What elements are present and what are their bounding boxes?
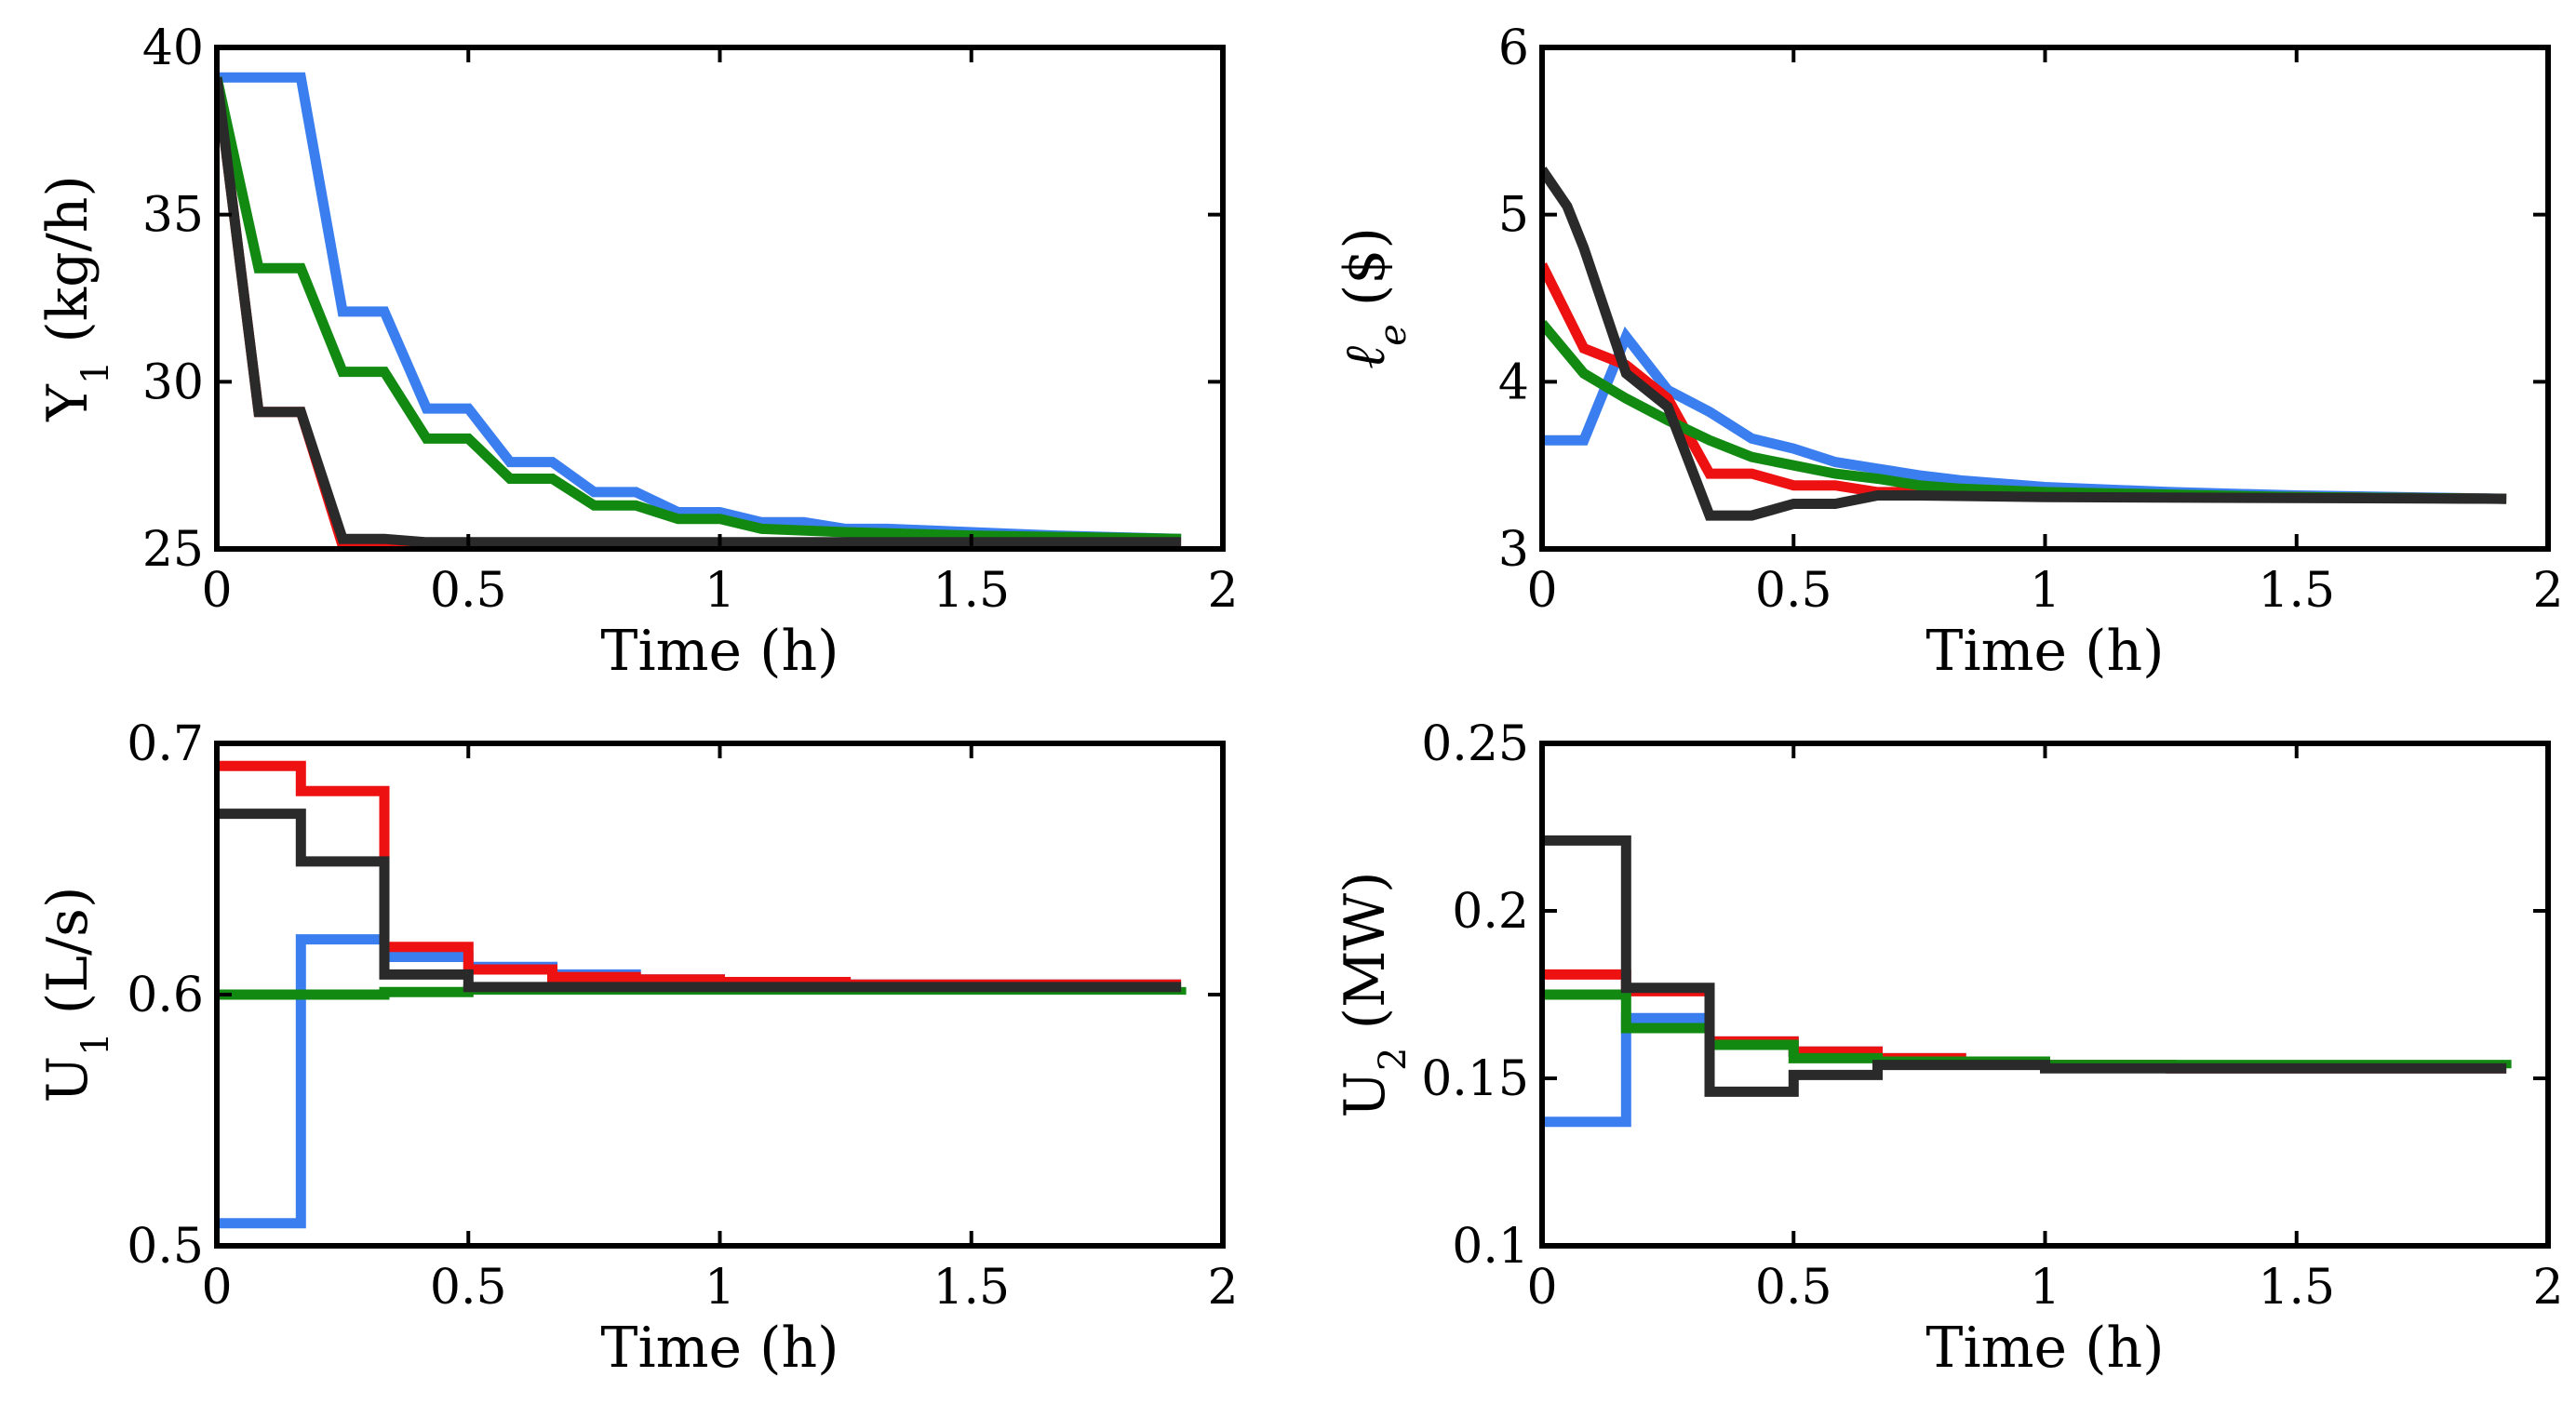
x-tick-label: 1.5 (932, 563, 1010, 619)
y-axis-label-subscript: 2 (1372, 1047, 1415, 1070)
series-line-blue (217, 72, 1182, 544)
series-line-black (217, 76, 1182, 548)
x-tick-label: 1.5 (932, 1260, 1010, 1316)
plot-frame (214, 45, 1226, 552)
y-tick-label: 0.5 (127, 1219, 204, 1275)
y-tick-label: 6 (1498, 20, 1529, 76)
y-tick-label: 0.6 (127, 968, 204, 1023)
x-tick-label: 0.5 (430, 563, 507, 619)
y-tick-label: 35 (142, 188, 204, 244)
x-tick-label: 1 (704, 563, 735, 619)
x-tick-label: 0.5 (1755, 1260, 1832, 1316)
x-axis-label: Time (h) (1925, 619, 2164, 684)
y-tick-label: 0.15 (1421, 1051, 1529, 1107)
x-tick-label: 0 (201, 1260, 232, 1316)
series-line-green (1542, 319, 2507, 504)
x-tick-label: 1 (2030, 1260, 2060, 1316)
y-axis-label-unit: (L/s) (35, 887, 101, 1033)
x-tick-label: 0 (201, 563, 232, 619)
y-tick-label: 5 (1498, 188, 1529, 244)
y-axis-label-subscript: 1 (74, 361, 117, 384)
x-axis-label: Time (h) (600, 1316, 839, 1381)
x-axis-label: Time (h) (600, 619, 839, 684)
y-axis-label: U1 (L/s) (35, 887, 117, 1103)
y-tick-label: 3 (1498, 522, 1529, 578)
y-axis-label: ℓe ($) (1333, 227, 1415, 369)
y-axis-label-unit: (kg/h) (35, 175, 101, 361)
x-tick-label: 0.5 (430, 1260, 507, 1316)
panel-le: 0 0.5 1 1.5 2 3 4 5 6 Time (h) ℓe ($) (1333, 20, 2564, 684)
x-tick-label: 0 (1526, 563, 1557, 619)
y-axis-label: U2 (MW) (1333, 871, 1415, 1117)
y-axis-label-main: Y (35, 383, 101, 422)
y-axis-label: Y1 (kg/h) (35, 175, 117, 422)
y-tick-label: 4 (1498, 354, 1529, 410)
y-axis-label-main: ℓ (1333, 346, 1398, 369)
x-tick-label: 0 (1526, 1260, 1557, 1316)
y-tick-label: 0.25 (1421, 716, 1529, 772)
x-tick-label: 2 (1207, 1260, 1238, 1316)
y-axis-label-unit: ($) (1333, 227, 1398, 324)
series-line-black (217, 809, 1182, 993)
y-axis-label-main: U (1333, 1071, 1398, 1118)
y-axis-label-subscript: e (1372, 324, 1415, 346)
x-tick-label: 1 (704, 1260, 735, 1316)
x-tick-label: 2 (1207, 563, 1238, 619)
series-line-black (1542, 167, 2507, 521)
series-line-blue (1542, 326, 2507, 504)
x-tick-label: 0.5 (1755, 563, 1832, 619)
y-axis-label-unit: (MW) (1333, 871, 1398, 1047)
y-tick-label: 30 (142, 354, 204, 410)
y-tick-label: 40 (142, 20, 204, 76)
y-tick-label: 0.7 (127, 716, 204, 772)
series-line-red (217, 760, 1182, 990)
x-tick-label: 1.5 (2258, 1260, 2335, 1316)
series-line-green (217, 76, 1182, 544)
x-tick-label: 2 (2532, 563, 2563, 619)
y-tick-label: 25 (142, 522, 204, 578)
y-tick-label: 0.2 (1452, 884, 1529, 940)
x-tick-label: 2 (2532, 1260, 2563, 1316)
series-line-black (1542, 835, 2507, 1097)
y-tick-label: 0.1 (1452, 1219, 1529, 1275)
y-axis-label-main: U (35, 1056, 101, 1103)
x-tick-label: 1 (2030, 563, 2060, 619)
x-tick-label: 1.5 (2258, 563, 2335, 619)
y-axis-label-subscript: 1 (74, 1032, 117, 1055)
x-axis-label: Time (h) (1925, 1316, 2164, 1381)
series-line-green (1542, 989, 2512, 1071)
